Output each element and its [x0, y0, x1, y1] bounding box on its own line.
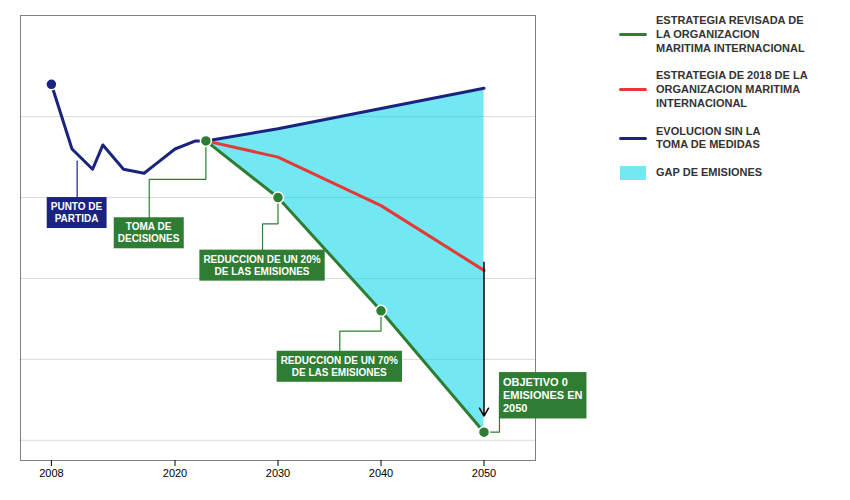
svg-text:TOMA DEDECISIONES: TOMA DEDECISIONES [118, 221, 180, 244]
svg-text:2050: 2050 [472, 467, 496, 479]
html-text:EVOLUCION SIN LA TOMA DE MEDID: EVOLUCION SIN LA TOMA DE MEDIDAS [656, 124, 761, 151]
svg-text:PUNTO DEPARTIDA: PUNTO DEPARTIDA [51, 201, 103, 224]
html-text:ESTRATEGIA DE 2018 DE LA ORGAN: ESTRATEGIA DE 2018 DE LA ORGANIZACION MA… [656, 69, 808, 109]
html-text:GAP DE EMISIONES: GAP DE EMISIONES [656, 166, 763, 179]
svg-text:OBJETIVO 0EMISIONES EN2050: OBJETIVO 0EMISIONES EN2050 [503, 376, 583, 414]
svg-text:2030: 2030 [266, 467, 290, 479]
html-text:ESTRATEGIA REVISADA DE LA ORGA: ESTRATEGIA REVISADA DE LA ORGANIZACION M… [656, 14, 805, 54]
svg-text:2008: 2008 [39, 467, 63, 479]
svg-text:REDUCCION DE UN 20%DE LAS EMIS: REDUCCION DE UN 20%DE LAS EMISIONES [203, 254, 320, 277]
svg-text:2020: 2020 [163, 467, 187, 479]
svg-text:REDUCCION DE UN 70%DE LAS EMIS: REDUCCION DE UN 70%DE LAS EMISIONES [281, 355, 398, 378]
svg-text:2040: 2040 [369, 467, 393, 479]
